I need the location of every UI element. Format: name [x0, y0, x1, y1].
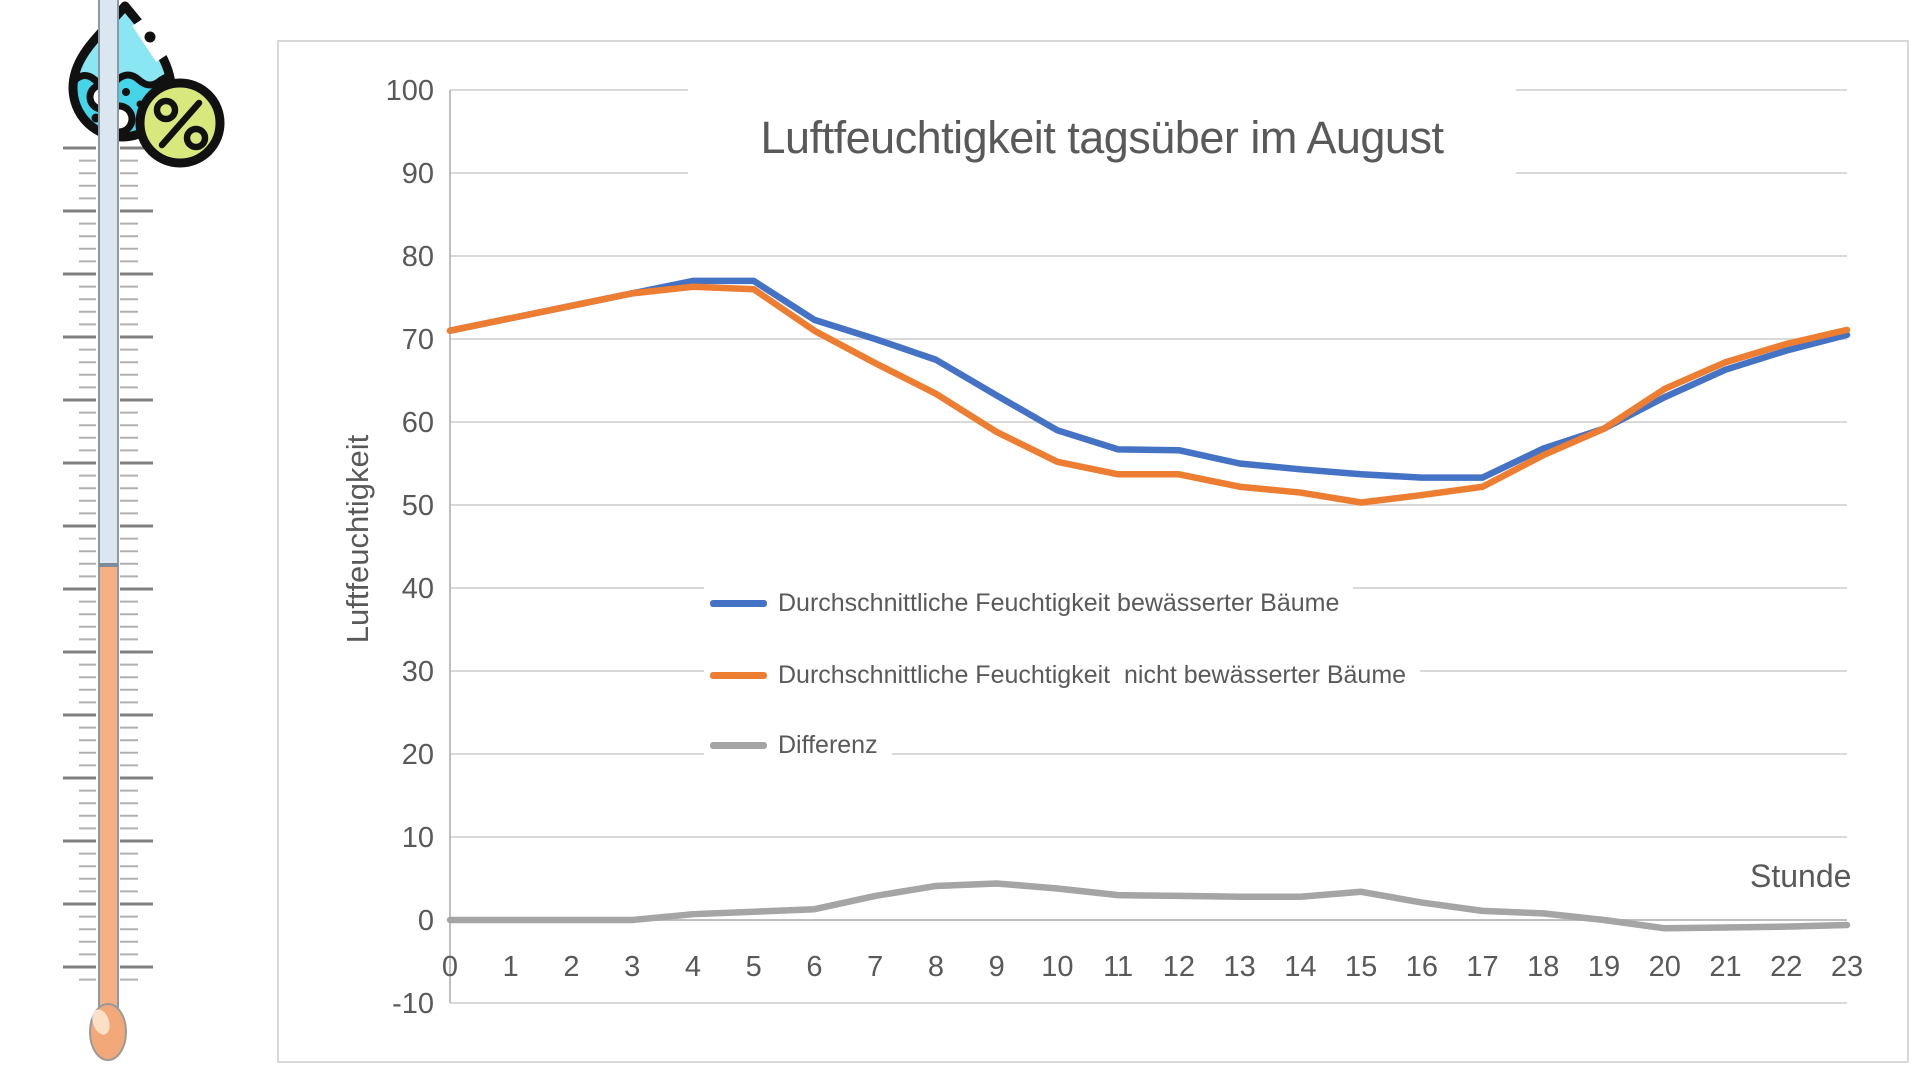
x-tick-label-19: 19	[1588, 951, 1620, 983]
legend-label: Differenz	[778, 730, 878, 759]
x-tick-label-21: 21	[1709, 951, 1741, 983]
thermometer-bulb	[89, 1003, 127, 1061]
y-tick-label--10: -10	[392, 988, 434, 1020]
x-tick-label-20: 20	[1649, 951, 1681, 983]
legend-item-nicht-bewaesserte-baeume[interactable]: Durchschnittliche Feuchtigkeit nicht bew…	[704, 656, 1421, 694]
y-tick-label-70: 70	[402, 324, 434, 356]
y-tick-label-30: 30	[402, 656, 434, 688]
x-tick-label-14: 14	[1284, 951, 1316, 983]
x-tick-label-23: 23	[1831, 951, 1863, 983]
y-tick-label-50: 50	[402, 490, 434, 522]
x-tick-label-18: 18	[1527, 951, 1559, 983]
y-tick-label-100: 100	[386, 75, 434, 107]
x-tick-label-16: 16	[1406, 951, 1438, 983]
series-line-2[interactable]	[446, 880, 1851, 932]
thermometer-illustration	[63, 0, 225, 1061]
drop-dash-dot	[144, 31, 156, 43]
chart-title: Luftfeuchtigkeit tagsüber im August	[688, 86, 1516, 190]
legend-marker-orange	[710, 671, 767, 679]
x-tick-label-9: 9	[989, 951, 1005, 983]
y-tick-label-20: 20	[402, 739, 434, 771]
x-tick-label-13: 13	[1223, 951, 1255, 983]
legend-item-differenz[interactable]: Differenz	[704, 726, 892, 764]
x-tick-label-8: 8	[928, 951, 944, 983]
series-line-0[interactable]	[446, 277, 1851, 481]
x-tick-label-0: 0	[442, 951, 458, 983]
x-tick-label-2: 2	[563, 951, 579, 983]
y-tick-label-90: 90	[402, 158, 434, 190]
y-tick-label-10: 10	[402, 822, 434, 854]
x-tick-label-15: 15	[1345, 951, 1377, 983]
x-tick-label-17: 17	[1466, 951, 1498, 983]
x-tick-label-6: 6	[806, 951, 822, 983]
y-axis-title: Luftfeuchtigkeit	[340, 434, 375, 644]
x-axis-title: Stunde	[1750, 858, 1852, 894]
thermometer-tube	[98, 0, 119, 1010]
legend-label: Durchschnittliche Feuchtigkeit bewässert…	[778, 588, 1340, 617]
x-tick-label-11: 11	[1103, 951, 1133, 983]
legend-label: Durchschnittliche Feuchtigkeit nicht bew…	[778, 660, 1407, 689]
x-tick-label-3: 3	[624, 951, 640, 983]
y-tick-label-40: 40	[402, 573, 434, 605]
x-tick-label-5: 5	[746, 951, 762, 983]
x-tick-label-12: 12	[1163, 951, 1195, 983]
y-tick-label-60: 60	[402, 407, 434, 439]
x-tick-label-7: 7	[867, 951, 883, 983]
x-tick-label-10: 10	[1041, 951, 1073, 983]
y-tick-label-0: 0	[418, 905, 434, 937]
x-tick-label-1: 1	[503, 951, 519, 983]
percent-icon	[135, 78, 225, 168]
y-tick-label-80: 80	[402, 241, 434, 273]
legend-marker-blue	[710, 599, 767, 607]
legend-item-bewaesserte-baeume[interactable]: Durchschnittliche Feuchtigkeit bewässert…	[704, 584, 1354, 622]
series-line-1[interactable]	[446, 283, 1851, 506]
x-tick-label-22: 22	[1770, 951, 1802, 983]
legend-marker-gray	[710, 741, 767, 749]
x-tick-label-4: 4	[685, 951, 701, 983]
thermometer-scale-ticks	[63, 146, 153, 981]
